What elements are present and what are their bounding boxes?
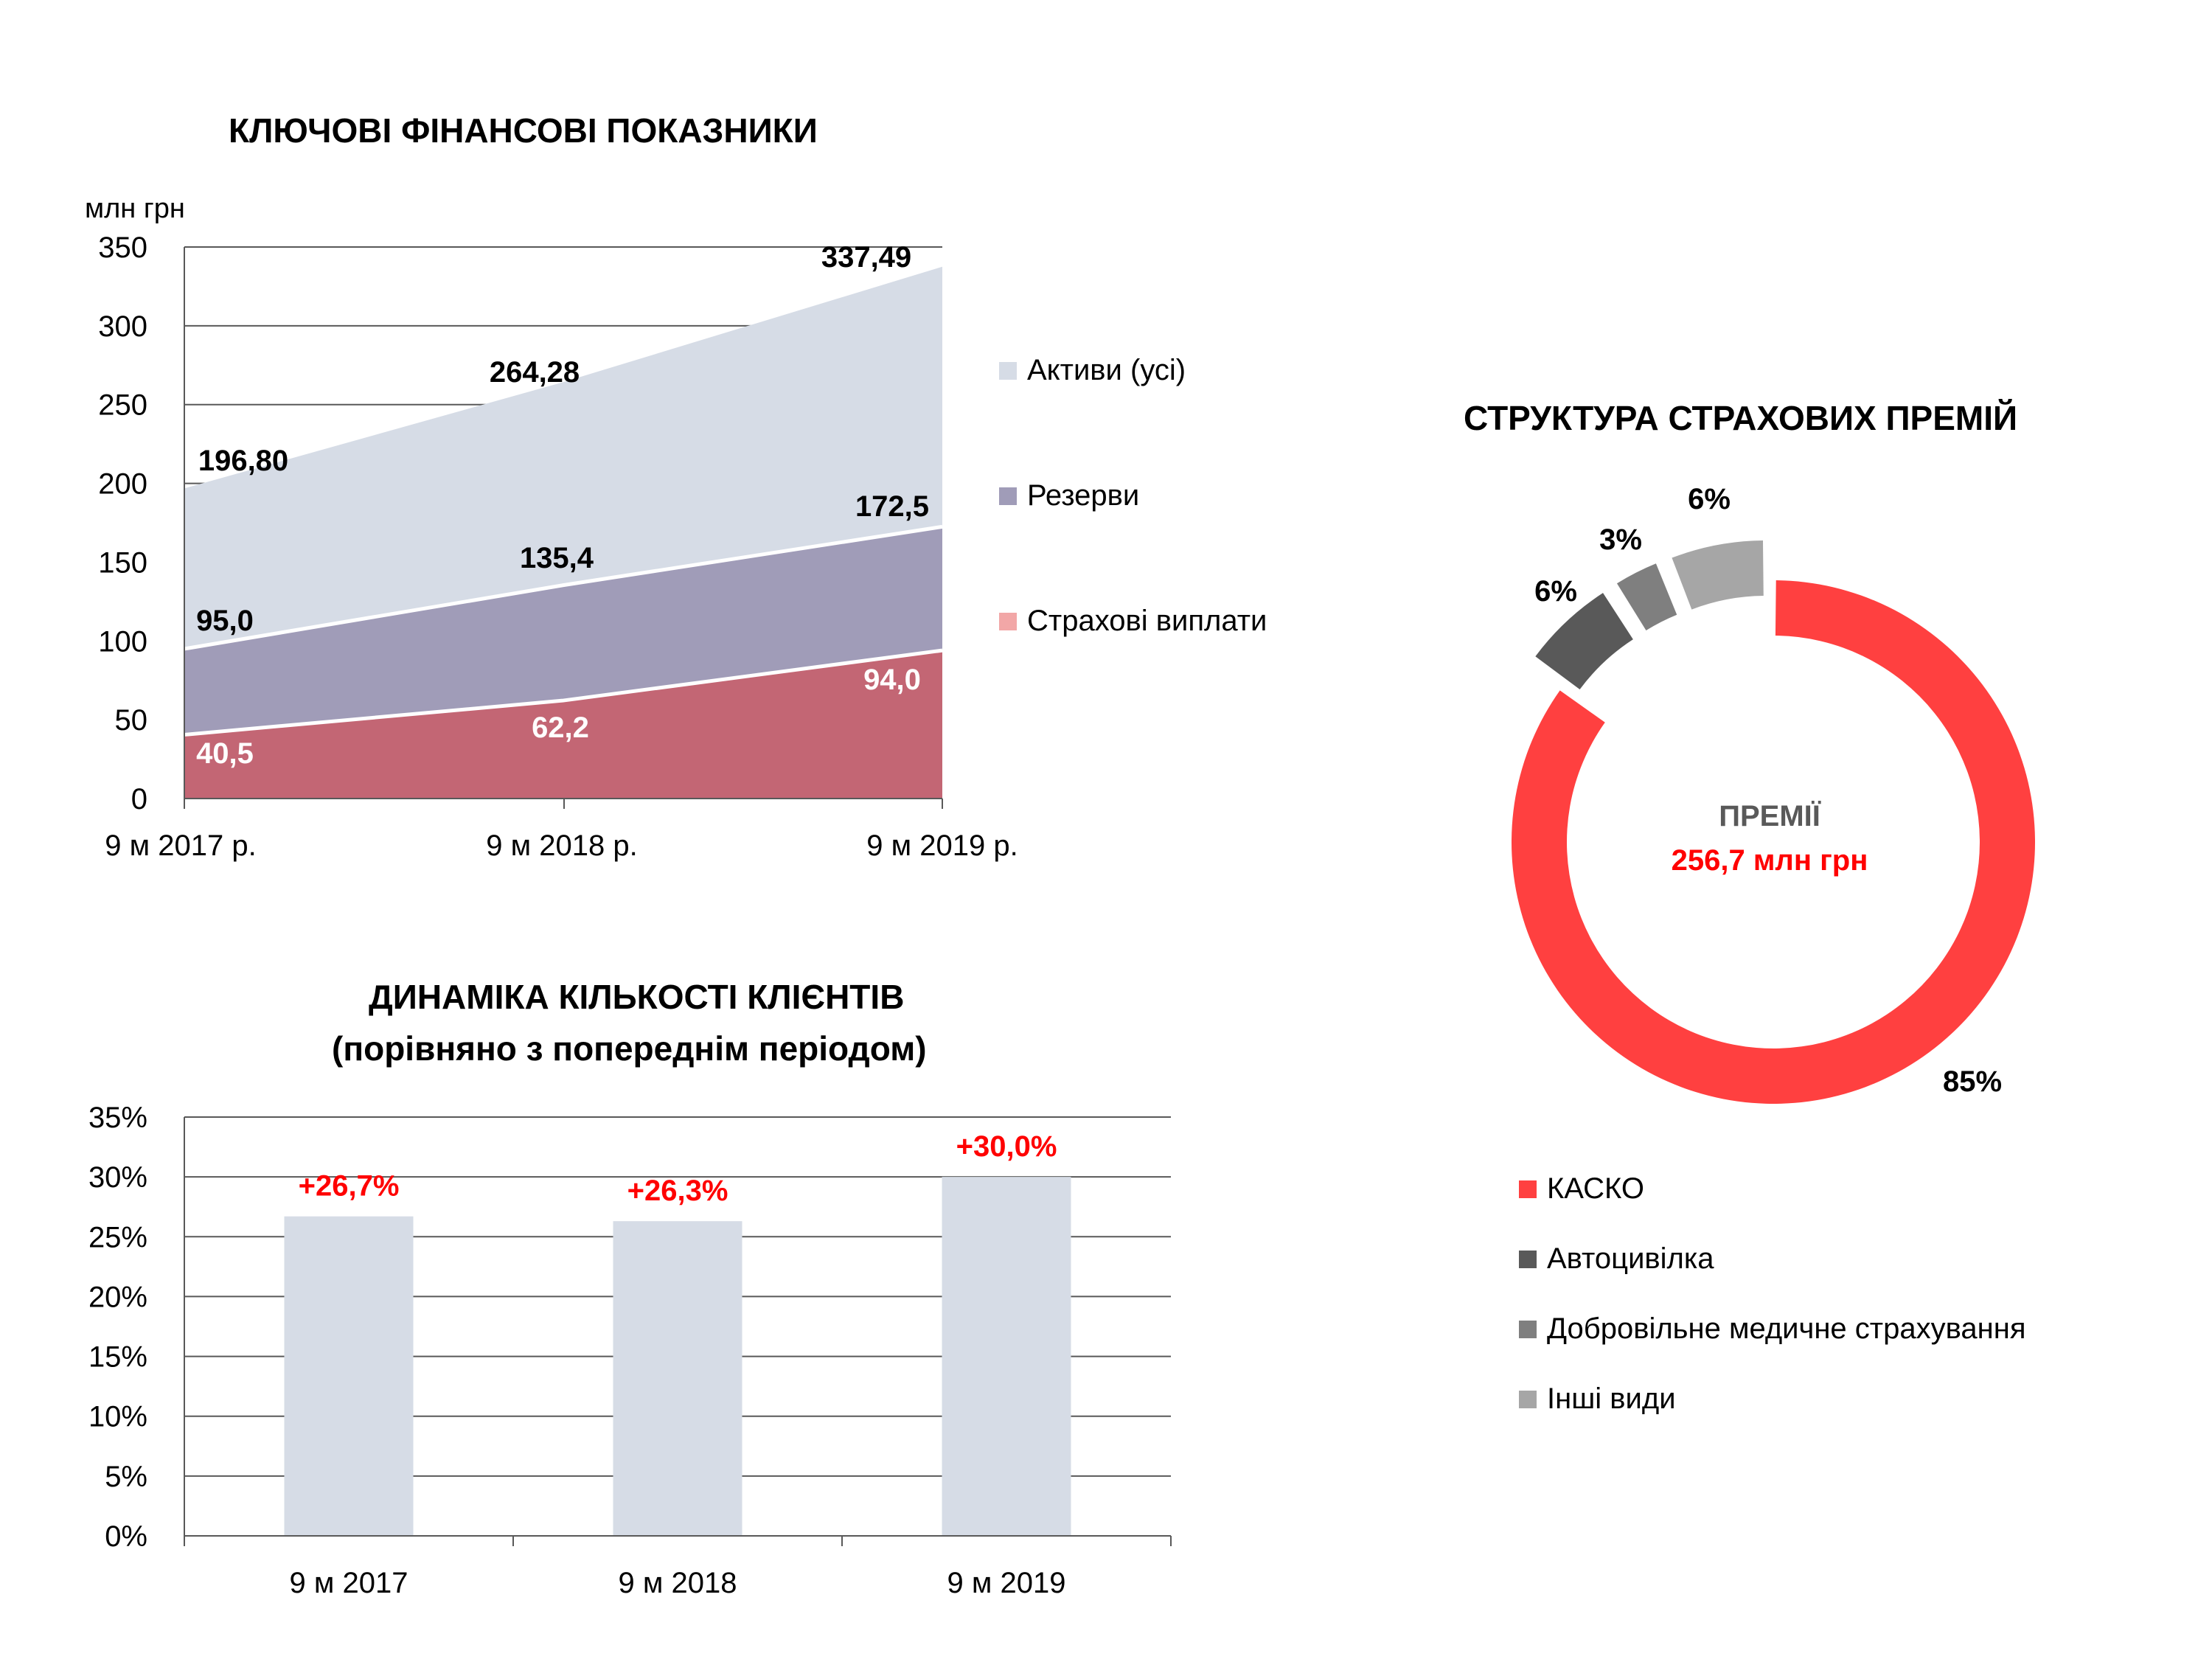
legend-swatch — [999, 361, 1017, 380]
donut-center-label: ПРЕМІЇ — [1719, 800, 1820, 832]
donut-data-label: 6% — [1688, 483, 1731, 515]
y-tick-label: 20% — [88, 1281, 147, 1313]
y-axis-label: млн грн — [85, 193, 185, 224]
x-tick-label: 9 м 2018 — [619, 1567, 737, 1599]
legend-item: КАСКО — [1519, 1172, 1644, 1206]
y-tick-label: 250 — [98, 389, 147, 422]
legend-label: Добровільне медичне страхування — [1547, 1312, 2026, 1345]
x-tick-label: 9 м 2019 р. — [866, 830, 1018, 862]
area-data-label: 337,49 — [821, 241, 911, 274]
donut-data-label: 85% — [1943, 1065, 2002, 1098]
legend-item: Автоцивілка — [1519, 1242, 1714, 1276]
donut-slice — [1616, 563, 1677, 631]
y-tick-label: 50 — [115, 704, 148, 737]
bar-data-label: +26,7% — [299, 1170, 400, 1203]
legend-swatch — [999, 612, 1017, 630]
y-tick-label: 350 — [98, 232, 147, 264]
donut-chart-title: СТРУКТУРА СТРАХОВИХ ПРЕМІЙ — [1464, 399, 2018, 437]
x-tick-label: 9 м 2017 р. — [105, 830, 256, 862]
donut-center-value: 256,7 млн грн — [1671, 844, 1868, 877]
legend-item: Інші види — [1519, 1382, 1676, 1416]
legend-label: Інші види — [1547, 1382, 1676, 1415]
donut-data-label: 3% — [1599, 524, 1642, 556]
legend-item: Активи (усі) — [999, 354, 1186, 387]
area-data-label: 40,5 — [196, 737, 254, 770]
y-tick-label: 5% — [105, 1461, 147, 1493]
legend-swatch — [1519, 1180, 1537, 1198]
legend-item: Резерви — [999, 479, 1139, 512]
area-series-edge-1 — [184, 524, 943, 651]
area-data-label: 172,5 — [855, 490, 929, 523]
y-tick-label: 35% — [88, 1102, 147, 1134]
area-data-label: 196,80 — [198, 445, 288, 477]
y-tick-label: 10% — [88, 1401, 147, 1433]
legend-swatch — [1519, 1390, 1537, 1408]
x-tick-label: 9 м 2019 — [947, 1567, 1066, 1599]
donut-data-label: 6% — [1534, 575, 1577, 608]
y-tick-label: 15% — [88, 1341, 147, 1374]
area-series-2 — [184, 650, 942, 799]
y-tick-label: 100 — [98, 625, 147, 658]
x-tick-label: 9 м 2018 р. — [486, 830, 637, 862]
area-series-edge-2 — [184, 648, 943, 737]
y-tick-label: 300 — [98, 310, 147, 343]
area-chart-title: КЛЮЧОВІ ФІНАНСОВІ ПОКАЗНИКИ — [229, 111, 818, 150]
bar — [284, 1216, 414, 1536]
bar — [613, 1221, 742, 1536]
y-tick-label: 25% — [88, 1221, 147, 1253]
legend-item: Страхові виплати — [999, 605, 1267, 638]
legend-label: Автоцивілка — [1547, 1242, 1714, 1275]
bar — [942, 1177, 1071, 1536]
legend-swatch — [1519, 1320, 1537, 1338]
area-data-label: 94,0 — [863, 664, 921, 696]
bar-chart-subtitle: (порівняно з попереднім періодом) — [332, 1029, 927, 1068]
area-data-label: 264,28 — [490, 356, 580, 389]
legend-item: Добровільне медичне страхування — [1519, 1312, 2026, 1346]
bar-chart-title: ДИНАМІКА КІЛЬКОСТІ КЛІЄНТІВ — [369, 978, 905, 1016]
bar-data-label: +30,0% — [956, 1130, 1057, 1163]
donut-slice — [1535, 593, 1633, 689]
legend-swatch — [999, 487, 1017, 505]
y-tick-label: 0% — [105, 1520, 147, 1553]
area-data-label: 135,4 — [520, 542, 594, 574]
x-tick-label: 9 м 2017 — [290, 1567, 408, 1599]
legend-label: Страхові виплати — [1027, 605, 1267, 637]
y-tick-label: 200 — [98, 468, 147, 501]
legend-label: Резерви — [1027, 479, 1140, 512]
legend-label: КАСКО — [1547, 1172, 1644, 1205]
y-tick-label: 30% — [88, 1161, 147, 1194]
area-data-label: 95,0 — [196, 605, 254, 637]
donut-slice — [1672, 540, 1764, 610]
y-tick-label: 150 — [98, 546, 147, 579]
bar-data-label: +26,3% — [627, 1175, 728, 1207]
legend-swatch — [1519, 1250, 1537, 1268]
area-data-label: 62,2 — [532, 712, 589, 744]
legend-label: Активи (усі) — [1027, 354, 1186, 386]
y-tick-label: 0 — [131, 783, 147, 815]
